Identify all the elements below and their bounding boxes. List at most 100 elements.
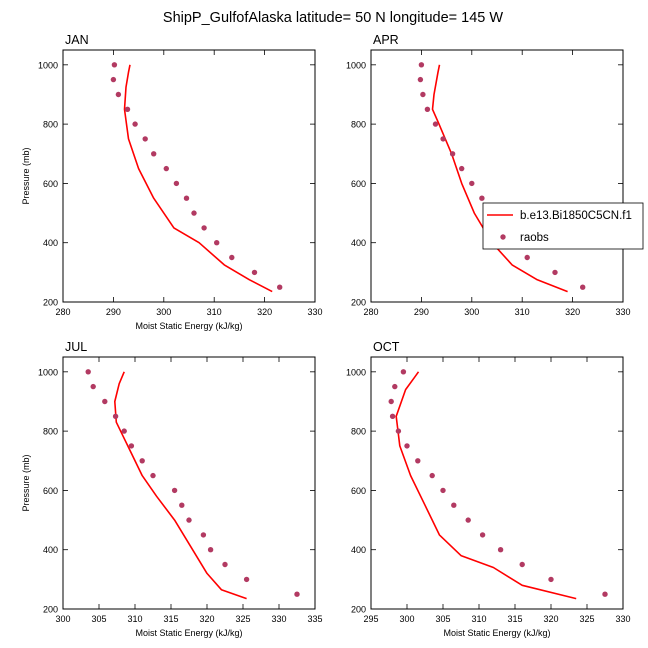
raobs-point	[404, 443, 410, 449]
raobs-point	[85, 369, 91, 375]
x-tick-label: 290	[106, 307, 121, 317]
y-tick-label: 600	[351, 179, 366, 189]
raobs-point	[222, 561, 228, 568]
raobs-point	[214, 240, 220, 246]
panel-apr: APR 280 290 300 310 320 330 200 400 600 800 1000	[346, 33, 631, 317]
raobs-point	[417, 76, 424, 83]
raobs-point	[548, 576, 554, 583]
model-profile-line	[395, 371, 577, 600]
raobs-point	[519, 561, 525, 568]
x-tick-label: 330	[271, 614, 286, 624]
raobs-point	[132, 121, 138, 127]
raobs-point	[200, 532, 207, 538]
x-tick-label: 325	[235, 614, 250, 624]
x-tick-label: 290	[414, 307, 429, 317]
raobs-point	[524, 254, 530, 261]
raobs-point	[449, 151, 456, 157]
x-tick-label: 330	[307, 307, 322, 317]
x-tick-label: 295	[363, 614, 378, 624]
raobs-point	[151, 151, 157, 157]
raobs-point	[400, 369, 407, 375]
model-profile-line	[431, 64, 568, 293]
x-tick-label: 315	[507, 614, 522, 624]
raobs-point	[479, 195, 485, 201]
x-tick-label: 330	[615, 307, 630, 317]
model-profile-line	[114, 371, 247, 600]
x-tick-label: 320	[257, 307, 272, 317]
raobs-point	[173, 180, 180, 187]
y-tick-label: 600	[43, 179, 58, 189]
x-axis-label: Moist Static Energy (kJ/kg)	[443, 628, 550, 638]
x-tick-label: 305	[91, 614, 106, 624]
y-tick-label: 1000	[346, 367, 366, 377]
x-tick-label: 335	[307, 614, 322, 624]
raobs-point	[110, 76, 117, 83]
legend-box	[482, 202, 644, 250]
x-tick-label: 300	[399, 614, 414, 624]
raobs-point	[142, 136, 148, 142]
figure-title: ShipP_GulfofAlaska latitude= 50 N longit…	[163, 10, 503, 26]
raobs-point	[102, 398, 108, 405]
raobs-point	[150, 472, 156, 479]
raobs-point	[115, 91, 122, 98]
y-tick-label: 200	[43, 298, 58, 308]
y-tick-label: 200	[43, 605, 58, 615]
raobs-point	[186, 517, 192, 523]
raobs-point	[112, 413, 119, 419]
raobs-point	[124, 106, 131, 113]
legend-obs-label: raobs	[520, 232, 549, 244]
raobs-point	[243, 576, 250, 583]
raobs-point	[440, 136, 446, 142]
raobs-point	[469, 180, 475, 187]
panel-jul: JUL 300 305 310 315 320 325 330 335 200 400 600 800 1…	[21, 340, 323, 638]
y-tick-label: 200	[351, 298, 366, 308]
raobs-point	[424, 106, 431, 113]
raobs-point	[415, 458, 421, 464]
raobs-point	[429, 472, 435, 479]
y-tick-label: 1000	[38, 367, 58, 377]
x-tick-label: 315	[163, 614, 178, 624]
raobs-point	[139, 458, 145, 464]
y-tick-label: 1000	[346, 60, 366, 70]
x-tick-label: 310	[207, 307, 222, 317]
raobs-point	[191, 210, 197, 216]
model-profile-line	[123, 64, 273, 293]
y-tick-label: 400	[43, 238, 58, 248]
raobs-point	[128, 443, 135, 449]
raobs-point	[121, 428, 127, 434]
y-tick-label: 1000	[38, 60, 58, 70]
x-tick-label: 300	[464, 307, 479, 317]
raobs-point	[432, 121, 439, 127]
raobs-point	[580, 284, 586, 290]
raobs-point	[277, 284, 283, 290]
raobs-point	[395, 428, 402, 434]
raobs-point	[479, 532, 486, 538]
y-tick-label: 600	[43, 486, 58, 496]
y-tick-label: 400	[351, 545, 366, 555]
y-tick-label: 400	[43, 545, 58, 555]
y-tick-label: 200	[351, 605, 366, 615]
raobs-point	[294, 591, 300, 597]
x-tick-label: 310	[127, 614, 142, 624]
raobs-point	[418, 62, 425, 68]
raobs-point	[459, 165, 465, 172]
y-tick-label: 800	[351, 427, 366, 437]
raobs-point	[465, 517, 471, 523]
raobs-point	[251, 269, 258, 276]
y-axis-label: Pressure (mb)	[21, 454, 31, 511]
raobs-point	[388, 398, 394, 405]
raobs-point	[497, 547, 504, 553]
x-tick-label: 305	[435, 614, 450, 624]
chart-panels: JAN 280 290 300 310 320 330 200 400 600 800 1000 Moi…	[21, 33, 631, 638]
y-axis-label: Pressure (mb)	[21, 147, 31, 204]
x-tick-label: 280	[363, 307, 378, 317]
y-tick-label: 800	[43, 120, 58, 130]
raobs-point	[179, 502, 185, 508]
legend-model-label: b.e13.Bi1850C5CN.f1	[520, 210, 632, 222]
raobs-point	[440, 487, 446, 494]
panel-oct: OCT 295 300 305 310 315 320 325 330 200 400 600 800 1…	[346, 340, 631, 638]
x-tick-label: 325	[579, 614, 594, 624]
raobs-point	[207, 547, 214, 553]
x-tick-label: 330	[615, 614, 630, 624]
